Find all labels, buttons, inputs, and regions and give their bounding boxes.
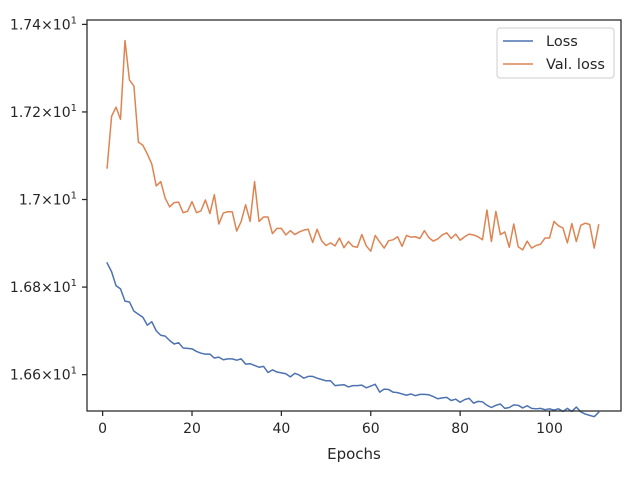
y-tick-label: 1.7×101 xyxy=(19,191,77,209)
series-layer xyxy=(106,39,600,418)
plot-area xyxy=(87,20,621,411)
y-tick-label: 1.68×101 xyxy=(10,278,77,296)
x-tick-label: 0 xyxy=(98,421,107,437)
series-line-1 xyxy=(106,262,600,418)
x-tick-label: 100 xyxy=(536,421,563,437)
legend-label-1: Loss xyxy=(546,34,578,50)
axis-layer: 0 20 40 60 80 100 1.66×101 1.68×101 1.7×101 1.72×… xyxy=(10,15,563,437)
x-tick-label: 80 xyxy=(451,421,469,437)
x-axis-label: Epochs xyxy=(327,445,381,463)
y-tick-label: 1.74×101 xyxy=(10,15,77,33)
plot-frame xyxy=(86,19,622,412)
x-tick-label: 40 xyxy=(272,421,290,437)
y-tick-label: 1.72×101 xyxy=(10,103,77,121)
x-tick-label: 20 xyxy=(183,421,201,437)
legend: Loss Val. loss xyxy=(496,27,615,79)
series-line-2 xyxy=(106,39,600,252)
legend-label-2: Val. loss xyxy=(546,57,605,73)
y-tick-label: 1.66×101 xyxy=(10,366,77,384)
x-tick-label: 60 xyxy=(362,421,380,437)
